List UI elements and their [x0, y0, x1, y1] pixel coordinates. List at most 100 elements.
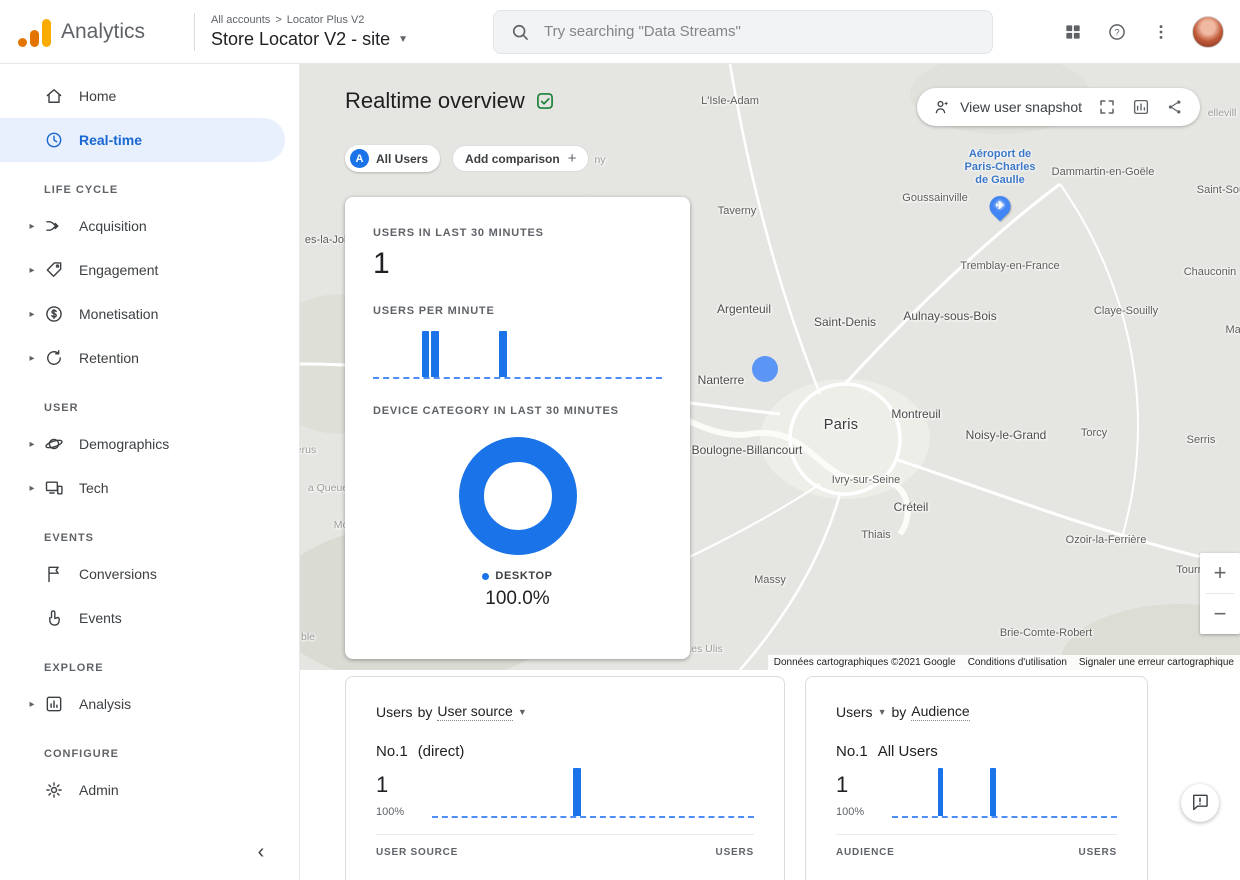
sidebar-item-events[interactable]: Events	[0, 596, 285, 640]
header-actions: ?	[1054, 13, 1224, 51]
tech-icon	[44, 478, 64, 498]
breadcrumb-current[interactable]: Locator Plus V2	[286, 13, 365, 26]
dimension-picker[interactable]: Users	[836, 704, 873, 720]
rank-label: No.1	[376, 743, 408, 760]
sidebar-item-monetisation[interactable]: ▸ Monetisation	[0, 292, 285, 336]
chart-toggle-icon[interactable]	[1132, 98, 1150, 116]
all-users-chip[interactable]: A All Users	[345, 145, 441, 172]
realtime-map[interactable]: L'Isle-AdamFossesellevillnyCergyGoussain…	[300, 64, 1240, 670]
spark-empty-minute	[586, 331, 594, 377]
events-icon	[44, 608, 64, 628]
fullscreen-icon[interactable]	[1098, 98, 1116, 116]
dimension-picker[interactable]: User source	[437, 703, 513, 721]
more-vertical-icon[interactable]	[1142, 13, 1180, 51]
dimension-picker[interactable]: Audience	[911, 703, 970, 721]
spark-empty-minute	[691, 768, 700, 816]
rank-label: No.1	[836, 743, 868, 760]
spark-bar	[431, 331, 439, 377]
rank-value: All Users	[877, 743, 938, 760]
expand-chevron-icon[interactable]: ▸	[29, 220, 35, 232]
avatar[interactable]	[1192, 15, 1224, 48]
chip-label: All Users	[376, 151, 429, 166]
sidebar-item-tech[interactable]: ▸ Tech	[0, 466, 285, 510]
add-comparison-button[interactable]: Add comparison +	[452, 145, 590, 172]
retention-icon	[44, 348, 64, 368]
collapse-sidebar-button[interactable]: ‹	[243, 834, 279, 870]
spark-empty-minute	[451, 331, 459, 377]
sidebar-item-home[interactable]: Home	[0, 74, 285, 118]
spark-bar	[937, 768, 944, 816]
airport-name: Aéroport de Paris-Charles de Gaulle	[964, 148, 1036, 186]
spark-empty-minute	[945, 768, 951, 816]
zoom-out-button[interactable]: −	[1200, 594, 1240, 634]
expand-chevron-icon[interactable]: ▸	[29, 308, 35, 320]
analytics-logo[interactable]: Analytics	[18, 17, 194, 47]
spark-empty-minute	[1089, 768, 1095, 816]
spark-empty-minute	[1028, 768, 1034, 816]
card-column-headers: AUDIENCE USERS	[836, 834, 1117, 858]
expand-chevron-icon[interactable]: ▸	[29, 698, 35, 710]
card-title[interactable]: Users by User source ▼	[376, 703, 754, 721]
flag-icon	[44, 564, 64, 584]
view-user-snapshot-button[interactable]: View user snapshot	[933, 98, 1082, 116]
page-head: Realtime overview	[345, 88, 555, 114]
card-title[interactable]: Users ▼ by Audience	[836, 703, 1117, 721]
sidebar-item-engagement[interactable]: ▸ Engagement	[0, 248, 285, 292]
feedback-button[interactable]	[1181, 784, 1219, 822]
breadcrumb-account[interactable]: All accounts	[211, 13, 271, 26]
sidebar-item-analysis[interactable]: ▸ Analysis	[0, 682, 285, 726]
card-users-by-user-source: Users by User source ▼ No.1 (direct) 1 100%…	[345, 676, 785, 880]
card-metric-row: 1 100%	[376, 768, 754, 818]
spark-bar	[499, 331, 507, 377]
spark-empty-minute	[998, 768, 1004, 816]
zoom-in-button[interactable]: +	[1200, 553, 1240, 593]
sidebar-item-label: Analysis	[79, 696, 132, 712]
spark-empty-minute	[635, 331, 643, 377]
spark-empty-minute	[659, 768, 668, 816]
title-text: by	[417, 704, 433, 720]
spark-empty-minute	[892, 768, 898, 816]
help-icon[interactable]: ?	[1098, 13, 1136, 51]
column-header-right: USERS	[715, 847, 754, 858]
expand-chevron-icon[interactable]: ▸	[29, 264, 35, 276]
spark-empty-minute	[968, 768, 974, 816]
expand-chevron-icon[interactable]: ▸	[29, 482, 35, 494]
spark-empty-minute	[460, 331, 468, 377]
property-selector[interactable]: Store Locator V2 - site ▼	[211, 29, 471, 50]
spark-empty-minute	[745, 768, 754, 816]
property-block: All accounts > Locator Plus V2 Store Loc…	[211, 14, 471, 50]
product-name: Analytics	[61, 19, 146, 43]
spark-empty-minute	[922, 768, 928, 816]
map-attribution-link[interactable]: Conditions d'utilisation	[961, 655, 1073, 670]
share-icon[interactable]	[1166, 98, 1184, 116]
sidebar-item-demographics[interactable]: ▸ Demographics	[0, 422, 285, 466]
device-category-donut	[458, 437, 577, 555]
spark-empty-minute	[1043, 768, 1049, 816]
card-metric-row: 1 100%	[836, 768, 1117, 818]
airport-label: Aéroport de Paris-Charles de Gaulle ✈	[964, 148, 1036, 222]
spark-empty-minute	[577, 331, 585, 377]
spark-empty-minute	[489, 331, 497, 377]
zoom-divider	[1206, 593, 1234, 594]
sidebar-item-admin[interactable]: Admin	[0, 768, 285, 812]
sidebar-item-label: Conversions	[79, 566, 157, 582]
sidebar-item-conversions[interactable]: Conversions	[0, 552, 285, 596]
plus-icon: +	[567, 150, 577, 167]
expand-chevron-icon[interactable]: ▸	[29, 352, 35, 364]
sidebar-item-acquisition[interactable]: ▸ Acquisition	[0, 204, 285, 248]
spark-empty-minute	[441, 331, 449, 377]
sidebar-item-retention[interactable]: ▸ Retention	[0, 336, 285, 380]
search-bar[interactable]	[493, 9, 993, 54]
expand-chevron-icon[interactable]: ▸	[29, 438, 35, 450]
search-input[interactable]	[542, 22, 976, 41]
breadcrumb[interactable]: All accounts > Locator Plus V2	[211, 14, 471, 26]
apps-grid-icon[interactable]	[1054, 13, 1092, 51]
map-attribution-link[interactable]: Signaler une erreur cartographique	[1072, 655, 1240, 670]
engagement-icon	[44, 260, 64, 280]
spark-empty-minute	[596, 331, 604, 377]
metric-percent: 100%	[836, 806, 865, 818]
spark-empty-minute	[645, 331, 653, 377]
sidebar-item-real-time[interactable]: Real-time	[0, 118, 285, 162]
spark-empty-minute	[680, 768, 689, 816]
